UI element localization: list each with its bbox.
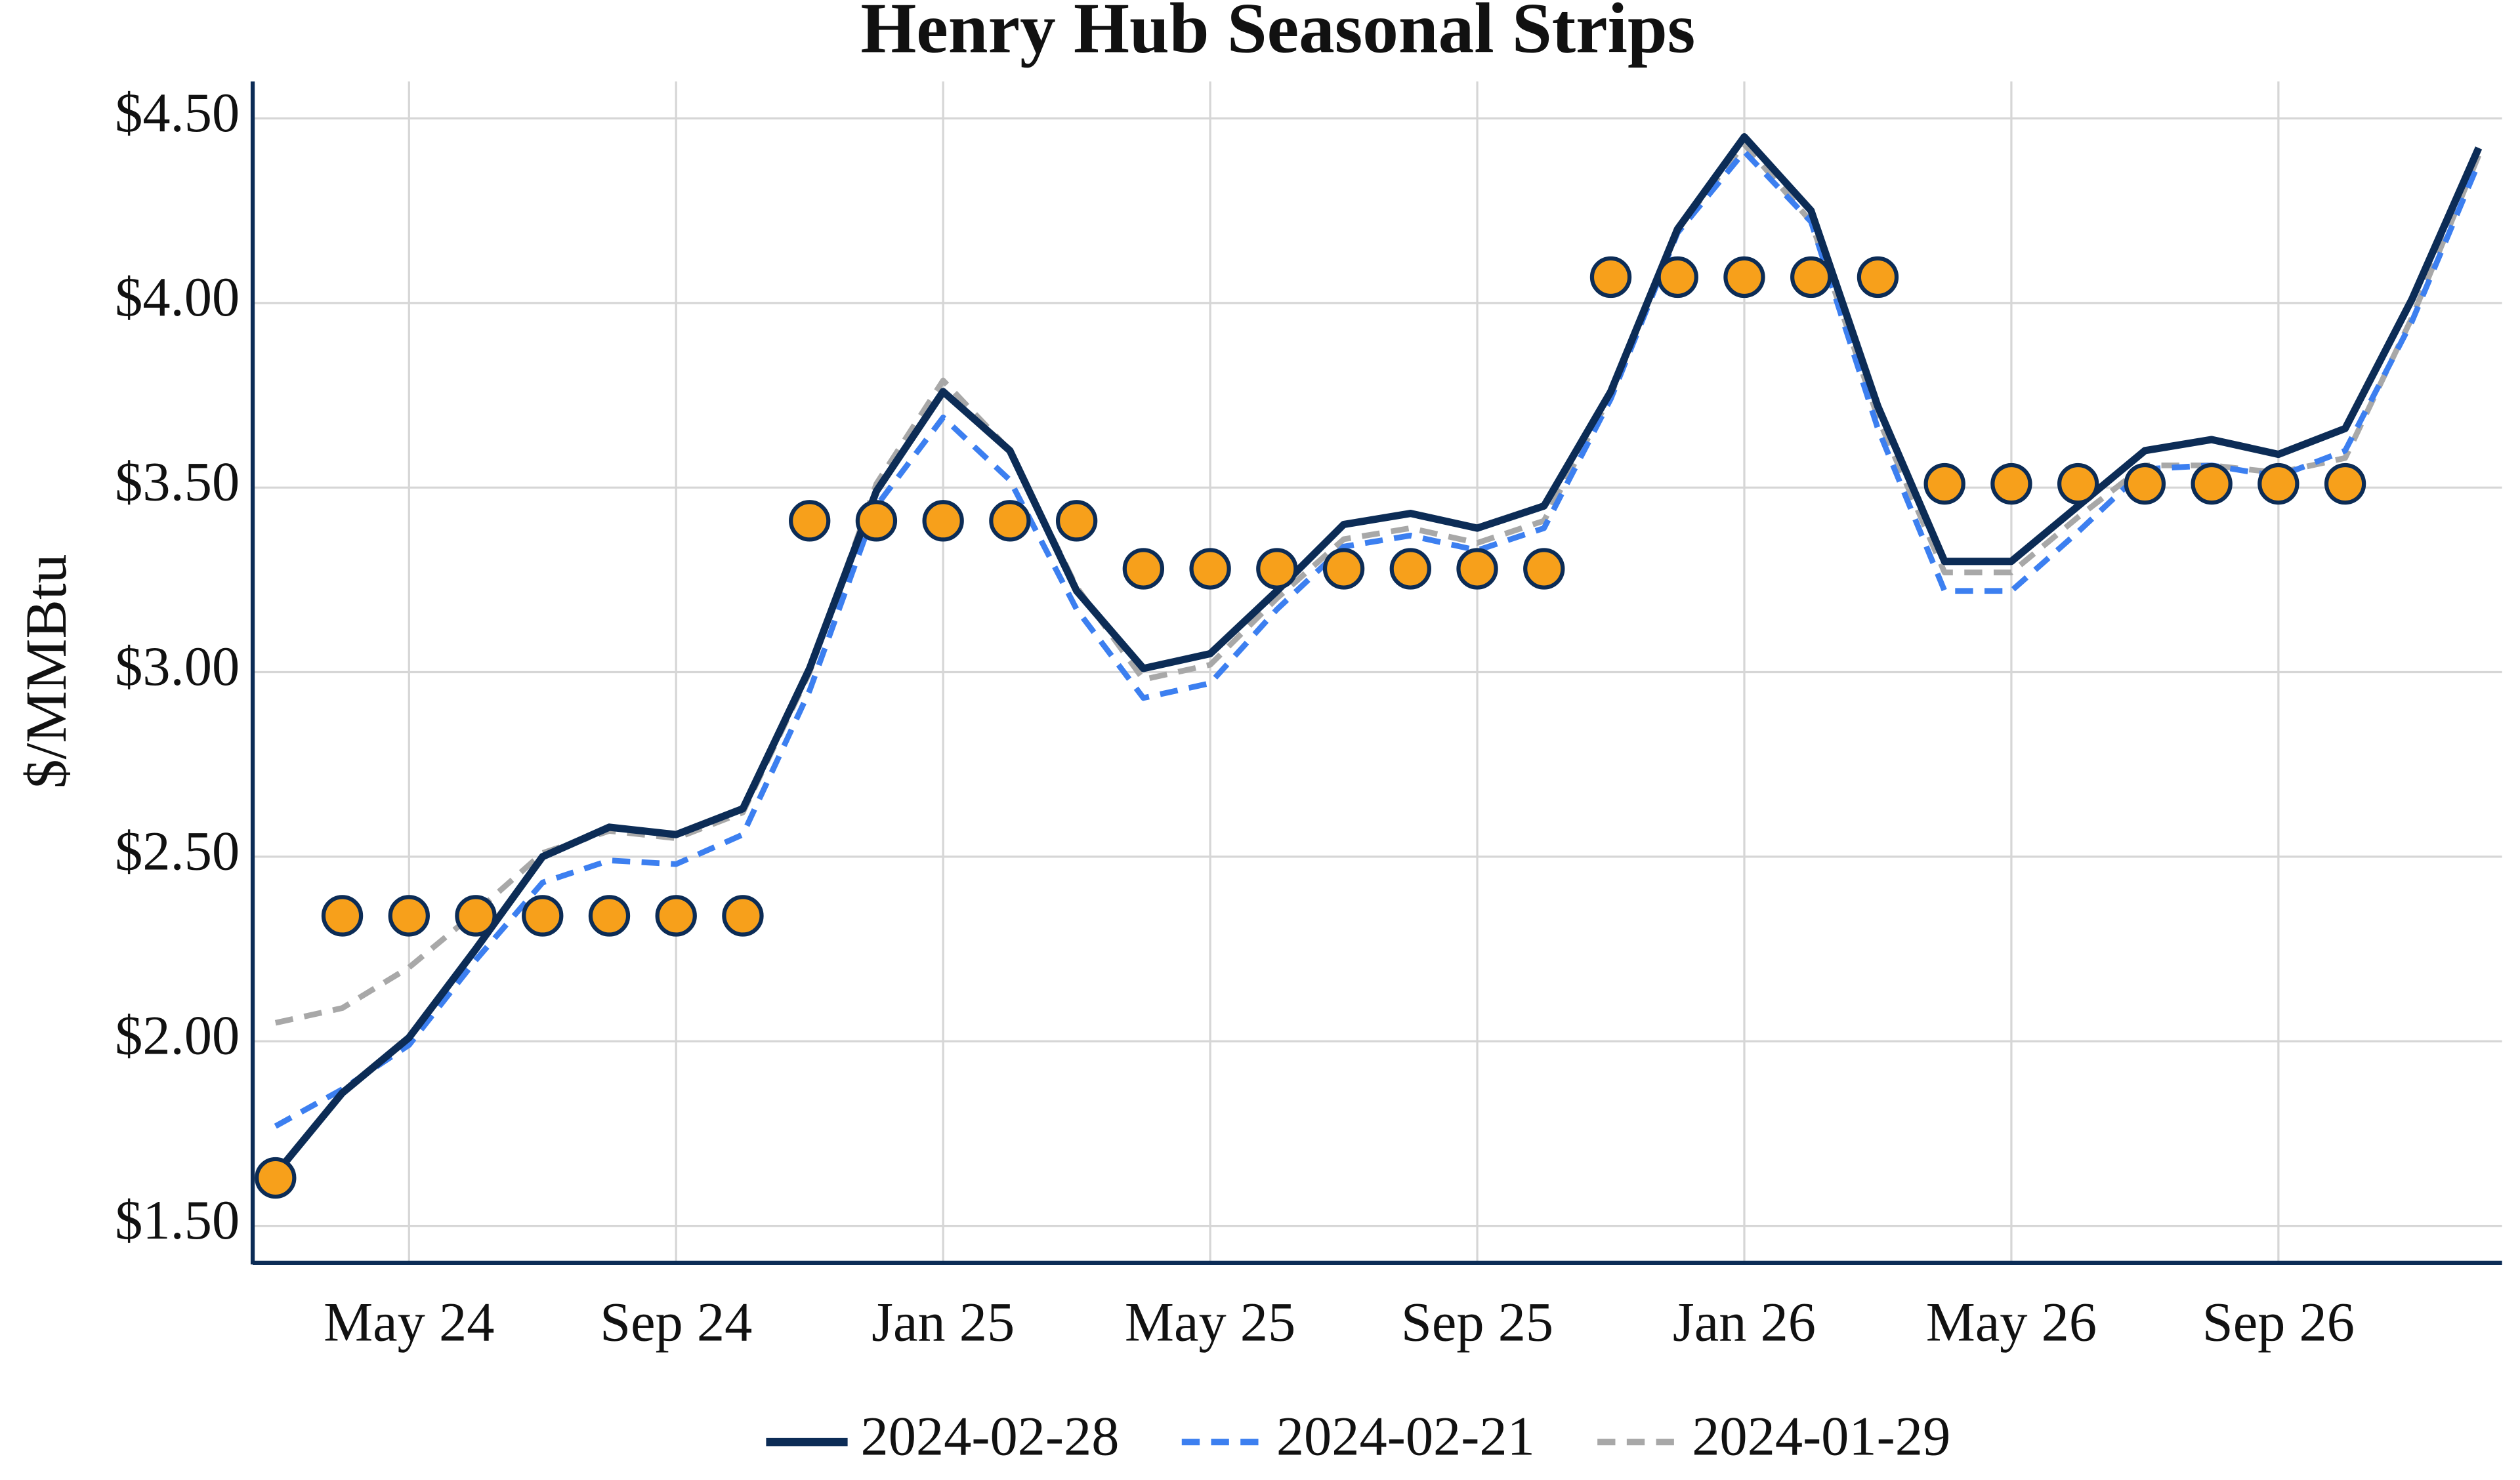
strip-marker xyxy=(989,500,1031,542)
strip-marker xyxy=(522,895,564,937)
x-tick-label: May 25 xyxy=(1125,1292,1295,1353)
strip-marker xyxy=(1990,462,2032,505)
strip-marker xyxy=(722,895,764,937)
x-tick-label: Sep 24 xyxy=(600,1292,752,1353)
y-tick-label: $3.50 xyxy=(115,452,240,513)
strip-marker xyxy=(321,895,364,937)
strip-marker xyxy=(388,895,430,937)
strip-marker xyxy=(1189,548,1231,590)
strip-marker xyxy=(1122,548,1165,590)
strip-marker xyxy=(1656,256,1698,298)
y-axis-label: $/MMBtu xyxy=(14,554,79,789)
line-series xyxy=(274,148,2482,1129)
x-tick-label: Sep 26 xyxy=(2202,1292,2355,1353)
strip-marker xyxy=(1389,548,1431,590)
strip-marker xyxy=(1256,548,1298,590)
legend-label[interactable]: 2024-01-29 xyxy=(1692,1407,1950,1468)
strip-marker xyxy=(1322,548,1365,590)
line-series xyxy=(272,133,2483,1177)
x-tick-label: Sep 25 xyxy=(1401,1292,1553,1353)
y-tick-label: $2.00 xyxy=(115,1006,240,1067)
legend-label[interactable]: 2024-02-21 xyxy=(1276,1407,1535,1468)
x-tick-label: May 26 xyxy=(1926,1292,2097,1353)
chart-title: Henry Hub Seasonal Strips xyxy=(860,0,1695,68)
strip-marker xyxy=(455,895,497,937)
strip-marker xyxy=(855,500,898,542)
strip-marker xyxy=(255,1157,297,1199)
strip-marker xyxy=(1523,548,1565,590)
strip-marker xyxy=(1790,256,1832,298)
strip-marker xyxy=(2057,462,2099,505)
x-tick-label: Jan 26 xyxy=(1673,1292,1816,1353)
strip-marker xyxy=(2324,462,2366,505)
y-tick-label: $2.50 xyxy=(115,821,240,882)
y-tick-label: $3.00 xyxy=(115,636,240,697)
strip-marker xyxy=(1923,462,1965,505)
strip-marker xyxy=(1857,256,1899,298)
y-tick-label: $4.00 xyxy=(115,267,240,328)
line-series xyxy=(274,141,2482,1026)
strip-marker xyxy=(789,500,831,542)
legend-label[interactable]: 2024-02-28 xyxy=(860,1407,1119,1468)
x-tick-label: May 24 xyxy=(324,1292,494,1353)
strip-marker xyxy=(2124,462,2166,505)
strip-marker xyxy=(2191,462,2233,505)
x-tick-label: Jan 25 xyxy=(872,1292,1015,1353)
strip-marker xyxy=(1456,548,1498,590)
y-tick-label: $1.50 xyxy=(115,1190,240,1251)
strip-marker xyxy=(2258,462,2300,505)
strip-marker xyxy=(1723,256,1765,298)
strip-marker xyxy=(922,500,964,542)
y-tick-label: $4.50 xyxy=(115,83,240,144)
strip-marker xyxy=(655,895,697,937)
strip-marker xyxy=(588,895,631,937)
strip-marker xyxy=(1589,256,1632,298)
strip-marker xyxy=(1055,500,1098,542)
